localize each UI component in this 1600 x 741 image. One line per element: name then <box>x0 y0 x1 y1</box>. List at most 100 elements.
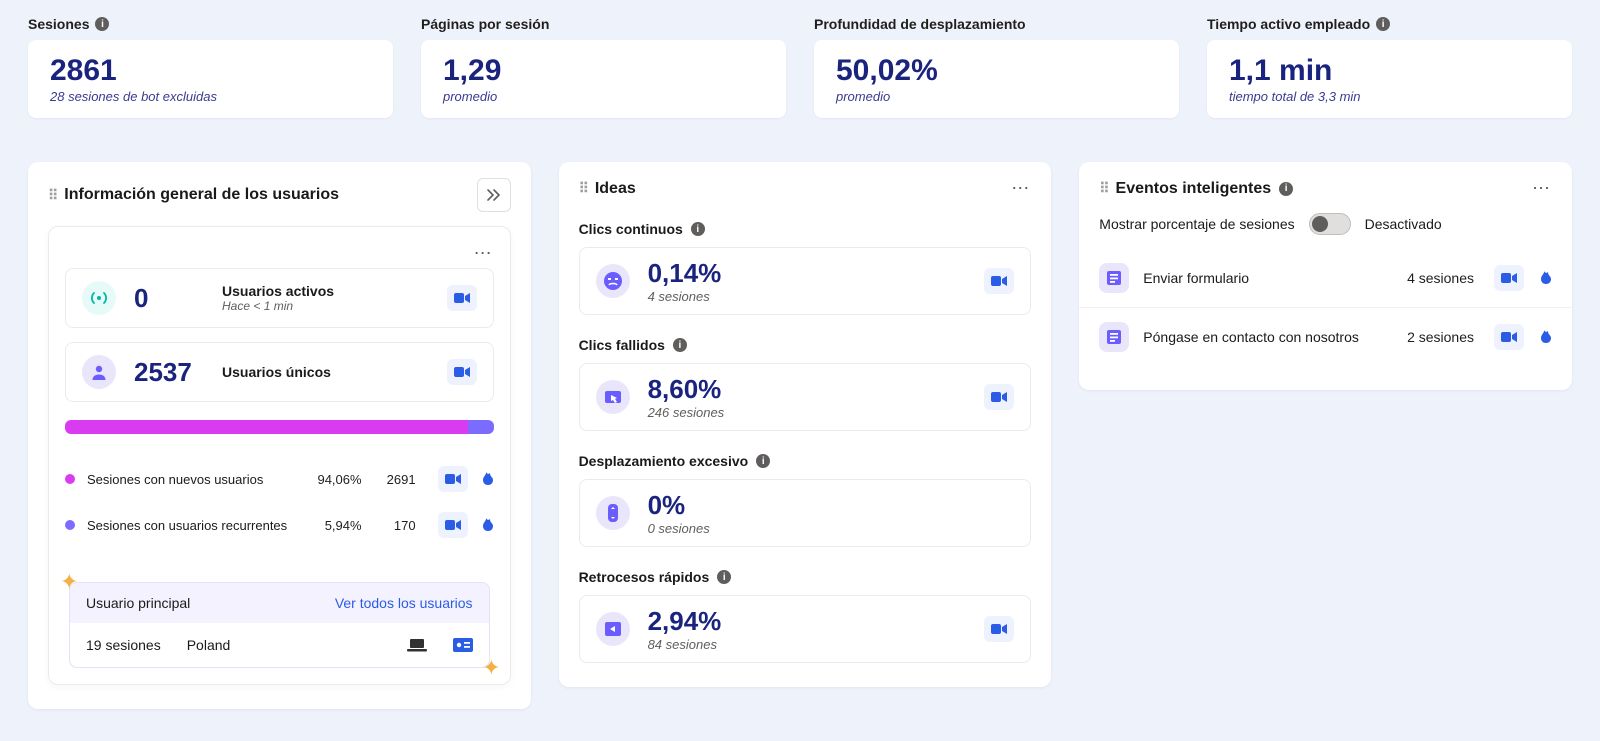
unique-users-value: 2537 <box>134 357 204 388</box>
heatmap-button[interactable] <box>480 470 494 488</box>
top-user-country: Poland <box>187 637 231 653</box>
quick-backs-box: 2,94% 84 sesiones <box>579 595 1032 663</box>
kpi-pages-per-session: Páginas por sesión 1,29 promedio <box>421 16 786 118</box>
rage-clicks-title: Clics continuos <box>579 221 683 237</box>
info-icon[interactable]: i <box>756 454 770 468</box>
legend-returning-users: Sesiones con usuarios recurrentes 5,94% … <box>65 502 494 548</box>
bar-new-users <box>65 420 468 434</box>
legend-new-label: Sesiones con nuevos usuarios <box>87 472 294 487</box>
unique-users-box: 2537 Usuarios únicos <box>65 342 494 402</box>
back-icon <box>596 612 630 646</box>
top-user-sessions: 19 sesiones <box>86 637 161 653</box>
users-panel: ⠿ Información general de los usuarios ⋯ … <box>28 162 531 709</box>
rage-clicks-sub: 4 sesiones <box>648 289 722 304</box>
legend-ret-count: 170 <box>374 518 416 533</box>
more-menu-button[interactable]: ⋯ <box>474 243 494 264</box>
event-count: 4 sesiones <box>1407 270 1474 286</box>
rage-clicks-value: 0,14% <box>648 258 722 289</box>
kpi-pps-label: Páginas por sesión <box>421 16 549 32</box>
percentage-toggle[interactable] <box>1309 213 1351 235</box>
event-row: Enviar formulario 4 sesiones <box>1079 249 1572 308</box>
ideas-panel-title: Ideas <box>595 180 636 198</box>
kpi-row: Sesiones i 2861 28 sesiones de bot exclu… <box>28 16 1572 118</box>
excessive-scroll-box: 0% 0 sesiones <box>579 479 1032 547</box>
more-menu-button[interactable]: ⋯ <box>1532 178 1552 199</box>
drag-handle-icon[interactable]: ⠿ <box>579 180 587 197</box>
form-icon <box>1099 263 1129 293</box>
kpi-scroll-sub: promedio <box>836 89 1157 104</box>
legend-dot-icon <box>65 520 75 530</box>
more-menu-button[interactable]: ⋯ <box>1011 178 1031 199</box>
rage-clicks-box: 0,14% 4 sesiones <box>579 247 1032 315</box>
unique-users-label: Usuarios únicos <box>222 364 331 380</box>
heatmap-button[interactable] <box>1538 328 1552 346</box>
recordings-button[interactable] <box>1494 265 1524 291</box>
recordings-button[interactable] <box>984 384 1014 410</box>
legend-ret-pct: 5,94% <box>306 518 362 533</box>
kpi-active-sub: tiempo total de 3,3 min <box>1229 89 1550 104</box>
panels-row: ⠿ Información general de los usuarios ⋯ … <box>28 162 1572 709</box>
quick-backs-value: 2,94% <box>648 606 722 637</box>
kpi-sessions-value: 2861 <box>50 54 371 87</box>
dead-click-icon <box>596 380 630 414</box>
recordings-button[interactable] <box>438 466 468 492</box>
info-icon[interactable]: i <box>673 338 687 352</box>
heatmap-button[interactable] <box>1538 269 1552 287</box>
kpi-pps-value: 1,29 <box>443 54 764 87</box>
excessive-scroll-title: Desplazamiento excesivo <box>579 453 749 469</box>
recordings-button[interactable] <box>447 359 477 385</box>
kpi-active-label: Tiempo activo empleado <box>1207 16 1370 32</box>
info-icon[interactable]: i <box>717 570 731 584</box>
excessive-scroll-value: 0% <box>648 490 710 521</box>
legend-new-pct: 94,06% <box>306 472 362 487</box>
drag-handle-icon[interactable]: ⠿ <box>48 187 56 204</box>
recordings-button[interactable] <box>984 616 1014 642</box>
kpi-sessions-sub: 28 sesiones de bot excluidas <box>50 89 371 104</box>
info-icon[interactable]: i <box>1376 17 1390 31</box>
active-users-value: 0 <box>134 283 204 314</box>
drag-handle-icon[interactable]: ⠿ <box>1099 180 1107 197</box>
top-user-card: ✦ ✦ Usuario principal Ver todos los usua… <box>69 582 490 668</box>
dead-clicks-box: 8,60% 246 sesiones <box>579 363 1032 431</box>
kpi-scroll-label: Profundidad de desplazamiento <box>814 16 1026 32</box>
scroll-icon <box>596 496 630 530</box>
kpi-scroll-depth: Profundidad de desplazamiento 50,02% pro… <box>814 16 1179 118</box>
recordings-button[interactable] <box>1494 324 1524 350</box>
laptop-icon <box>407 638 427 652</box>
active-users-sub: Hace < 1 min <box>222 299 334 313</box>
excessive-scroll-sub: 0 sesiones <box>648 521 710 536</box>
dead-clicks-title: Clics fallidos <box>579 337 665 353</box>
info-icon[interactable]: i <box>1279 182 1293 196</box>
sessions-split-bar <box>65 420 494 434</box>
sparkle-icon: ✦ <box>60 569 78 595</box>
kpi-sessions: Sesiones i 2861 28 sesiones de bot exclu… <box>28 16 393 118</box>
id-card-icon[interactable] <box>453 638 473 652</box>
legend-dot-icon <box>65 474 75 484</box>
dead-clicks-sub: 246 sesiones <box>648 405 725 420</box>
quick-backs-title: Retrocesos rápidos <box>579 569 710 585</box>
live-icon <box>82 281 116 315</box>
kpi-active-value: 1,1 min <box>1229 54 1550 87</box>
recordings-button[interactable] <box>984 268 1014 294</box>
toggle-label: Mostrar porcentaje de sesiones <box>1099 216 1294 232</box>
users-inner-card: ⋯ 0 Usuarios activos Hace < 1 min <box>48 226 511 685</box>
kpi-sessions-label: Sesiones <box>28 16 89 32</box>
info-icon[interactable]: i <box>95 17 109 31</box>
ideas-panel: ⠿ Ideas ⋯ Clics continuos i 0,14% 4 sesi… <box>559 162 1052 687</box>
quick-backs-sub: 84 sesiones <box>648 637 722 652</box>
expand-button[interactable] <box>477 178 511 212</box>
smart-events-panel: ⠿ Eventos inteligentes i ⋯ Mostrar porce… <box>1079 162 1572 390</box>
users-panel-title: Información general de los usuarios <box>64 186 339 204</box>
toggle-state: Desactivado <box>1365 216 1442 232</box>
heatmap-button[interactable] <box>480 516 494 534</box>
info-icon[interactable]: i <box>691 222 705 236</box>
event-count: 2 sesiones <box>1407 329 1474 345</box>
event-name: Póngase en contacto con nosotros <box>1143 329 1393 345</box>
see-all-users-link[interactable]: Ver todos los usuarios <box>335 595 473 611</box>
user-icon <box>82 355 116 389</box>
kpi-scroll-value: 50,02% <box>836 54 1157 87</box>
recordings-button[interactable] <box>447 285 477 311</box>
legend-new-count: 2691 <box>374 472 416 487</box>
recordings-button[interactable] <box>438 512 468 538</box>
active-users-box: 0 Usuarios activos Hace < 1 min <box>65 268 494 328</box>
